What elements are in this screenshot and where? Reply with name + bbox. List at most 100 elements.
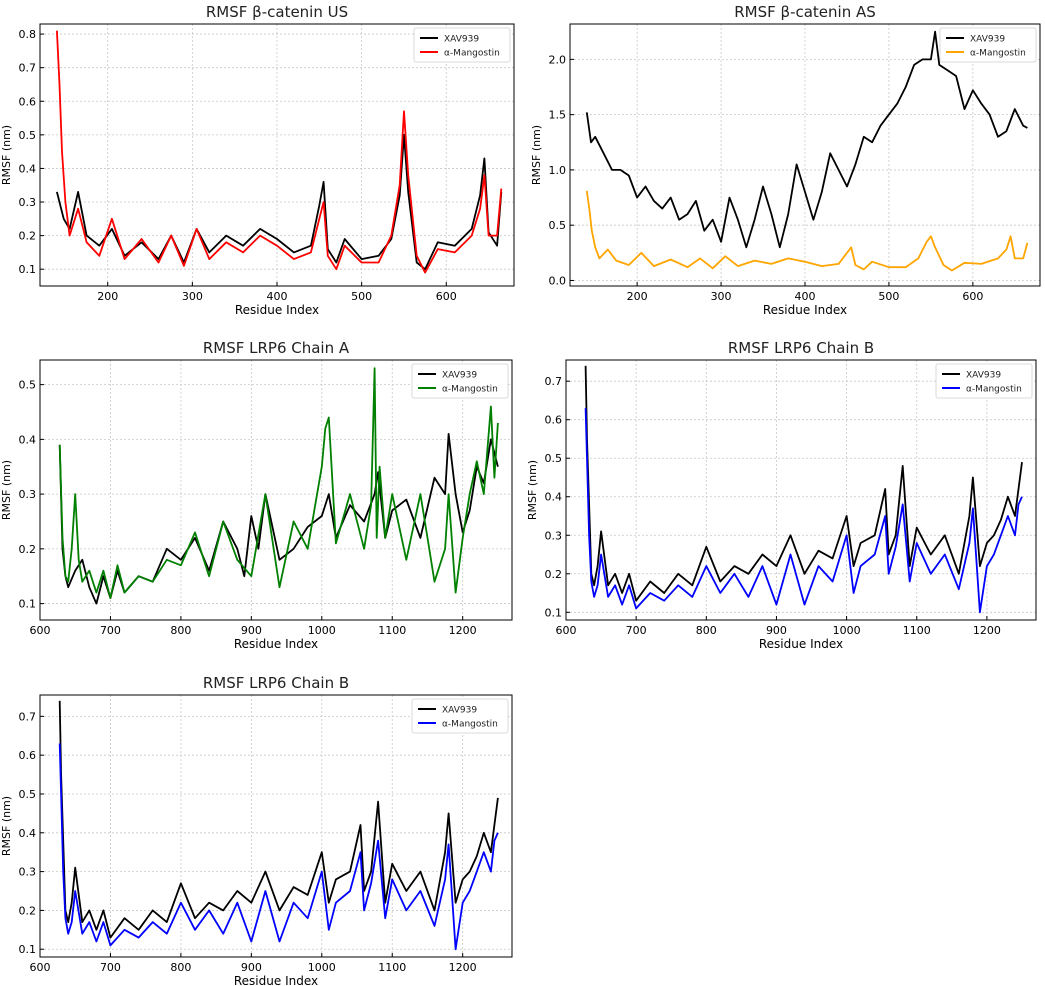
y-tick-label: 0.4 (19, 827, 37, 840)
legend-label: XAV939 (442, 706, 477, 716)
chart-title: RMSF β-catenin AS (734, 3, 876, 21)
x-tick-label: 800 (170, 624, 191, 637)
y-tick-label: 0.5 (545, 452, 563, 465)
series-line-xav939 (585, 30, 1028, 249)
y-tick-label: 0.6 (545, 414, 563, 427)
x-tick-label: 800 (696, 624, 717, 637)
y-tick-label: 0.1 (19, 263, 37, 276)
x-tick-label: 1200 (973, 624, 1001, 637)
legend-label: α-Mangostin (966, 385, 1022, 395)
y-axis-label: RMSF (nm) (0, 796, 13, 856)
y-tick-label: 2.0 (549, 53, 567, 66)
x-tick-label: 600 (556, 624, 577, 637)
y-tick-label: 0.3 (19, 866, 37, 879)
y-axis-label: RMSF (nm) (0, 125, 13, 185)
x-tick-label: 200 (97, 290, 118, 303)
y-tick-label: 0.2 (19, 230, 37, 243)
x-tick-label: 600 (30, 624, 51, 637)
legend-label: α-Mangostin (442, 385, 498, 395)
series-line-xav939 (58, 700, 499, 939)
x-tick-label: 1000 (308, 961, 336, 974)
y-tick-label: 0.3 (19, 196, 37, 209)
y-axis-label: RMSF (nm) (526, 460, 539, 520)
legend: XAV939 α-Mangostin (939, 27, 1037, 63)
x-tick-label: 500 (351, 290, 372, 303)
legend-box (411, 363, 509, 399)
legend: XAV939 α-Mangostin (413, 27, 511, 63)
y-tick-label: 0.6 (19, 95, 37, 108)
x-tick-label: 700 (100, 961, 121, 974)
chart-panel-1: 200 300 400 500 600 0.1 0.2 0.3 0.4 0.5 0.6 0.7 0.8 R… (0, 3, 515, 317)
legend-label: XAV939 (966, 371, 1001, 381)
y-tick-label: 0.8 (19, 28, 37, 41)
y-tick-label: 0.2 (545, 568, 563, 581)
x-tick-label: 300 (711, 290, 732, 303)
y-axis-label: RMSF (nm) (530, 125, 543, 185)
x-tick-label: 600 (30, 961, 51, 974)
y-tick-label: 0.1 (19, 598, 37, 611)
chart-title: RMSF LRP6 Chain B (728, 339, 874, 357)
series-line-alpha-mangostin (56, 30, 503, 274)
legend: XAV939 α-Mangostin (411, 698, 509, 734)
y-tick-label: 0.3 (19, 488, 37, 501)
x-tick-label: 300 (182, 290, 203, 303)
y-tick-label: 0.1 (545, 606, 563, 619)
x-tick-label: 900 (766, 624, 787, 637)
x-tick-label: 1100 (903, 624, 931, 637)
x-tick-label: 900 (241, 624, 262, 637)
legend-label: XAV939 (444, 35, 479, 45)
series-line-xav939 (58, 432, 499, 605)
chart-panel-5: 600 700 800 900 1000 1100 1200 0.1 0.2 0.3 0.4 0.5 0… (0, 674, 513, 986)
x-tick-label: 800 (170, 961, 191, 974)
x-tick-label: 1200 (449, 624, 477, 637)
series-line-xav939 (584, 365, 1023, 602)
legend-box (939, 27, 1037, 63)
y-tick-label: 1.0 (549, 164, 567, 177)
y-axis-label: RMSF (nm) (0, 460, 13, 520)
legend-box (413, 27, 511, 63)
legend: XAV939 α-Mangostin (935, 363, 1033, 399)
x-tick-label: 600 (436, 290, 457, 303)
series-line-alpha-mangostin (585, 190, 1029, 272)
y-tick-label: 0.6 (19, 749, 37, 762)
series-line-alpha-mangostin (58, 367, 499, 599)
x-tick-label: 1100 (378, 961, 406, 974)
x-axis-label: Residue Index (763, 303, 847, 317)
legend-box (935, 363, 1033, 399)
x-axis-label: Residue Index (235, 303, 319, 317)
chart-title: RMSF LRP6 Chain A (203, 339, 350, 357)
chart-title: RMSF β-catenin US (206, 3, 348, 21)
x-axis-label: Residue Index (759, 637, 843, 651)
y-tick-label: 0.4 (545, 491, 563, 504)
y-tick-label: 0.1 (19, 943, 37, 956)
y-tick-label: 0.7 (19, 710, 37, 723)
y-tick-label: 0.5 (19, 788, 37, 801)
y-tick-label: 0.5 (19, 379, 37, 392)
legend-label: α-Mangostin (970, 49, 1026, 59)
x-axis-label: Residue Index (234, 637, 318, 651)
x-tick-label: 400 (267, 290, 288, 303)
legend-box (411, 698, 509, 734)
legend-label: α-Mangostin (444, 49, 500, 59)
y-tick-label: 0.3 (545, 529, 563, 542)
x-tick-label: 1100 (378, 624, 406, 637)
chart-title: RMSF LRP6 Chain B (203, 674, 349, 692)
y-tick-label: 0.2 (19, 543, 37, 556)
y-tick-label: 0.7 (19, 62, 37, 75)
y-tick-label: 1.5 (549, 109, 567, 122)
y-tick-label: 0.0 (549, 274, 567, 287)
x-tick-label: 700 (626, 624, 647, 637)
y-tick-label: 0.4 (19, 433, 37, 446)
y-tick-label: 0.2 (19, 904, 37, 917)
y-tick-label: 0.5 (549, 219, 567, 232)
y-tick-label: 0.5 (19, 129, 37, 142)
x-tick-label: 900 (241, 961, 262, 974)
x-tick-label: 700 (100, 624, 121, 637)
legend-label: XAV939 (970, 35, 1005, 45)
x-tick-label: 600 (962, 290, 983, 303)
plot-frame (565, 359, 1037, 621)
legend-label: XAV939 (442, 371, 477, 381)
chart-panel-4: 600 700 800 900 1000 1100 1200 0.1 0.2 0.3 0.4 0.5 0… (526, 339, 1037, 651)
plot-frame (39, 359, 513, 621)
